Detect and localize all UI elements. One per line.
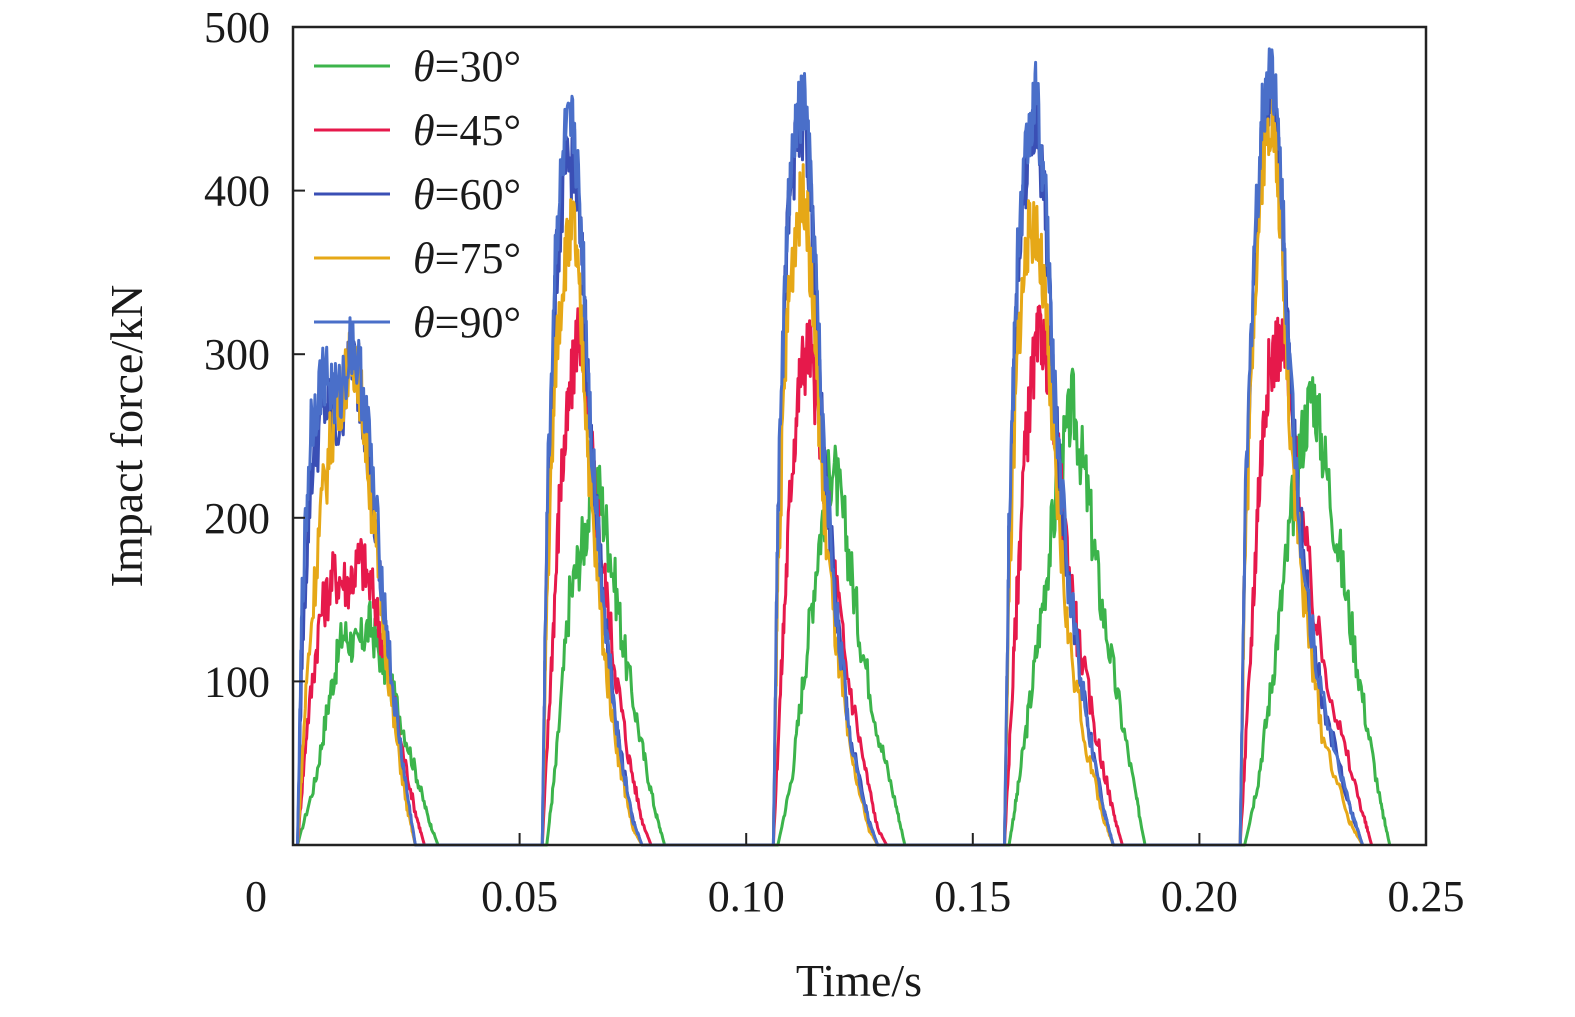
legend-theta-symbol: θ [413,298,435,347]
legend-label: θ=30° [413,42,521,91]
x-axis: 0 0.05 0.10 0.15 0.20 0.25 [245,833,1465,921]
x-tick-label: 0.20 [1161,872,1238,921]
legend-angle: =75° [435,234,521,283]
y-tick-label: 500 [204,3,270,52]
y-axis-title: Impact force/kN [101,285,152,588]
plot-frame [291,25,1428,847]
legend-label: θ=60° [413,170,521,219]
x-tick-label: 0 [245,872,267,921]
legend-angle: =30° [435,42,521,91]
y-tick-label: 100 [204,657,270,706]
x-tick-label: 0.10 [708,872,785,921]
y-tick-label: 300 [204,330,270,379]
legend-theta-symbol: θ [413,106,435,155]
x-tick-label: 0.15 [934,872,1011,921]
series-line-4 [296,47,1365,847]
legend-theta-symbol: θ [413,234,435,283]
legend: θ=30°θ=45°θ=60°θ=75°θ=90° [314,42,521,347]
legend-theta-symbol: θ [413,170,435,219]
series-line-0 [296,367,1392,847]
x-axis-title: Time/s [796,955,922,1006]
legend-label: θ=45° [413,106,521,155]
legend-angle: =45° [435,106,521,155]
x-tick-label: 0.05 [481,872,558,921]
x-tick-label: 0.25 [1388,872,1465,921]
legend-label: θ=75° [413,234,521,283]
plot-lines [296,47,1392,847]
legend-theta-symbol: θ [413,42,435,91]
legend-label: θ=90° [413,298,521,347]
y-tick-label: 400 [204,167,270,216]
legend-angle: =90° [435,298,521,347]
y-axis: 100 200 300 400 500 [204,3,305,706]
y-tick-label: 200 [204,494,270,543]
legend-angle: =60° [435,170,521,219]
